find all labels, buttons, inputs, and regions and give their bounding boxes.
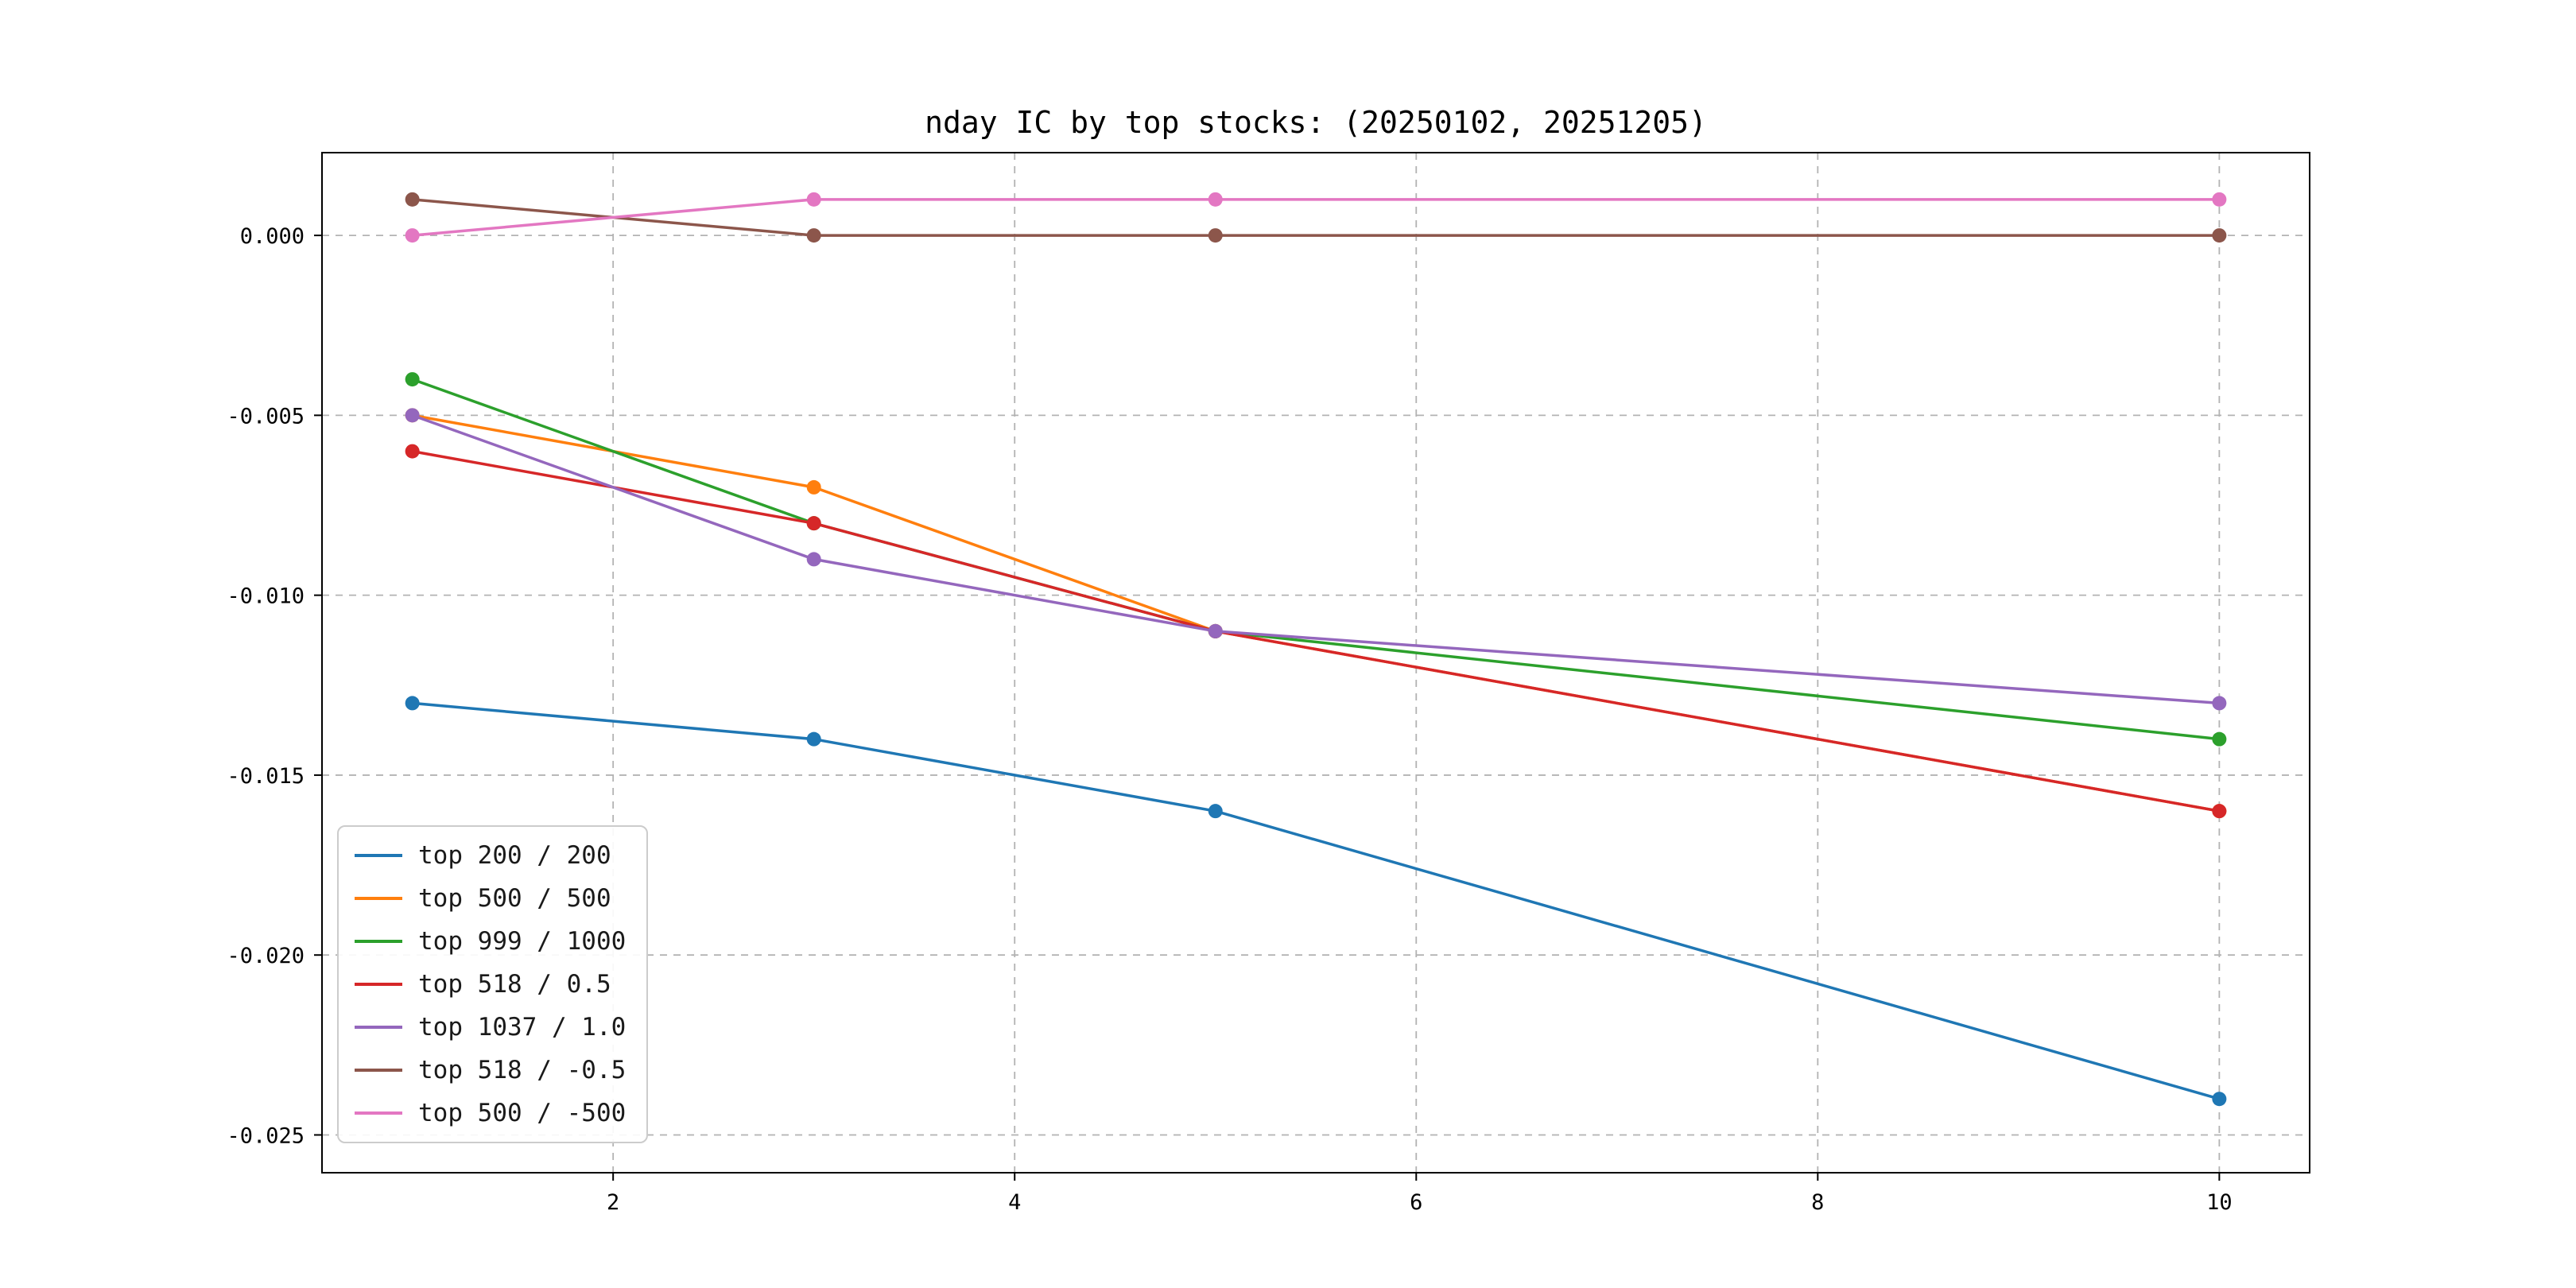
legend: top 200 / 200 top 500 / 500 top 999 / 1000… — [337, 825, 649, 1143]
data-point — [405, 408, 420, 423]
legend-item: top 500 / -500 — [355, 1097, 626, 1129]
series-line-0 — [410, 701, 2221, 1100]
legend-label: top 200 / 200 — [418, 841, 611, 870]
legend-line-swatch — [355, 1111, 402, 1115]
x-tick-label: 8 — [1811, 1190, 1824, 1215]
series-line-1 — [410, 413, 2221, 813]
data-point — [2212, 696, 2227, 711]
data-point — [405, 372, 420, 387]
series-line-6 — [410, 198, 2221, 237]
data-point — [405, 192, 420, 207]
legend-line-swatch — [355, 1026, 402, 1029]
x-tick-label: 6 — [1410, 1190, 1422, 1215]
x-tick-label: 10 — [2206, 1190, 2233, 1215]
data-point — [806, 479, 821, 495]
data-point — [1208, 228, 1223, 243]
data-point — [1208, 192, 1223, 207]
legend-line-swatch — [355, 983, 402, 986]
legend-item: top 999 / 1000 — [355, 925, 626, 957]
data-point — [806, 731, 821, 747]
data-point — [1208, 623, 1223, 638]
data-point — [2212, 192, 2227, 207]
series-line-2 — [410, 378, 2221, 741]
legend-item: top 1037 / 1.0 — [355, 1011, 626, 1043]
data-point — [405, 444, 420, 459]
axes-frame — [321, 152, 2310, 1174]
legend-label: top 500 / 500 — [418, 884, 611, 913]
data-point — [806, 192, 821, 207]
series-line-3 — [410, 449, 2221, 813]
legend-line-swatch — [355, 897, 402, 900]
legend-label: top 500 / -500 — [418, 1099, 627, 1127]
data-point — [2212, 1092, 2227, 1107]
legend-label: top 518 / -0.5 — [418, 1056, 627, 1084]
legend-line-swatch — [355, 940, 402, 943]
legend-line-swatch — [355, 1069, 402, 1072]
y-tick-label: -0.025 — [227, 1123, 305, 1148]
legend-item: top 518 / 0.5 — [355, 968, 626, 1000]
data-point — [405, 696, 420, 711]
x-tick-label: 4 — [1008, 1190, 1021, 1215]
legend-label: top 999 / 1000 — [418, 927, 627, 956]
y-tick-label: -0.005 — [227, 404, 305, 429]
legend-item: top 200 / 200 — [355, 840, 626, 871]
series-line-5 — [410, 198, 2221, 237]
y-tick-label: -0.015 — [227, 764, 305, 789]
data-point — [2212, 731, 2227, 747]
legend-item: top 500 / 500 — [355, 883, 626, 914]
x-tick-label: 2 — [607, 1190, 619, 1215]
legend-label: top 1037 / 1.0 — [418, 1013, 627, 1042]
data-point — [806, 552, 821, 567]
legend-line-swatch — [355, 854, 402, 857]
data-point — [806, 516, 821, 531]
legend-label: top 518 / 0.5 — [418, 970, 611, 999]
legend-item: top 518 / -0.5 — [355, 1054, 626, 1086]
y-tick-label: 0.000 — [240, 224, 305, 249]
chart-title: nday IC by top stocks: (20250102, 202512… — [925, 105, 1707, 140]
y-tick-label: -0.010 — [227, 584, 305, 609]
series-line-4 — [410, 413, 2221, 705]
data-point — [2212, 228, 2227, 243]
data-point — [1208, 804, 1223, 819]
data-point — [806, 228, 821, 243]
y-tick-label: -0.020 — [227, 944, 305, 968]
data-point — [2212, 804, 2227, 819]
data-point — [405, 228, 420, 243]
